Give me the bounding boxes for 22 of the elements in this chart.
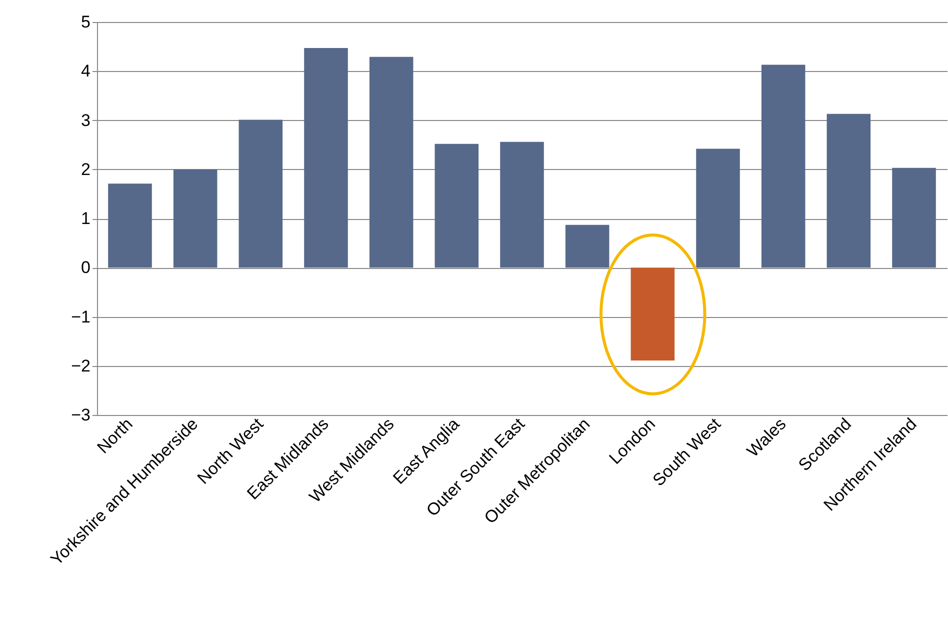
bar [304,48,348,268]
y-tick-label: −1 [71,307,90,326]
y-tick-label: 2 [81,160,90,179]
y-tick-label: 0 [81,258,90,278]
bar [565,224,610,268]
bar [826,114,871,268]
bar [500,142,544,268]
bar [696,148,740,268]
bar [630,268,675,360]
bar [761,64,806,268]
bar [892,168,936,268]
y-tick-label: 5 [81,12,90,32]
y-tick-label: 1 [81,209,90,228]
bar [238,120,283,268]
y-tick-label: −2 [71,356,90,376]
y-tick-label: 3 [81,110,90,130]
bar [108,184,152,268]
y-tick-label: 4 [81,62,90,81]
bar [369,56,414,268]
y-tick-label: −3 [71,406,90,424]
bar [173,169,218,268]
bar [434,144,479,268]
